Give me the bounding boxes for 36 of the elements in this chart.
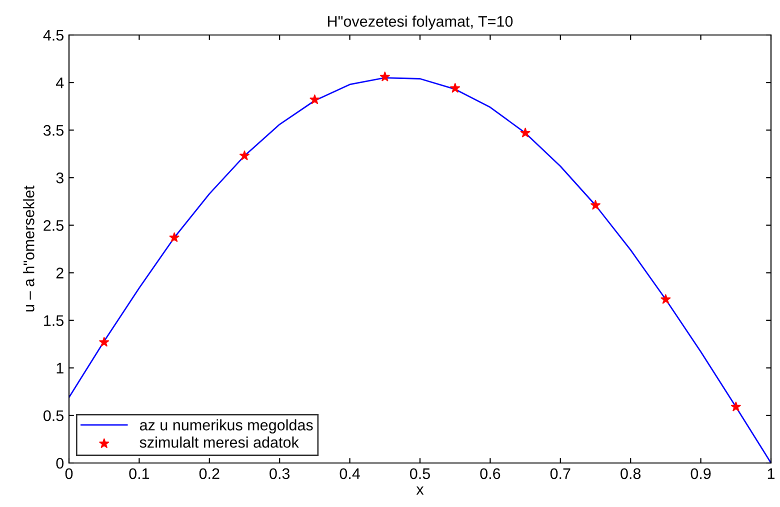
x-tick-label: 0.4 xyxy=(340,468,360,480)
x-tick-label: 0.3 xyxy=(270,468,290,480)
y-tick-label: 3.5 xyxy=(43,124,64,136)
x-tick-label: 0.8 xyxy=(620,468,641,480)
point xyxy=(450,83,460,93)
point xyxy=(240,150,250,160)
point xyxy=(310,94,320,104)
legend-label: az u numerikus megoldas xyxy=(140,419,313,434)
x-tick-label: 0.5 xyxy=(410,468,430,480)
y-tick-label: 4.5 xyxy=(43,30,64,41)
x-tick-label: 0.1 xyxy=(129,468,150,480)
x-tick-label: 0 xyxy=(65,468,73,480)
y-tick-label: 4 xyxy=(56,78,64,88)
point xyxy=(99,336,110,347)
y-tick-label: 0 xyxy=(56,458,64,469)
y-tick-label: 1.5 xyxy=(44,315,64,326)
chart-title: H"ovezetesi folyamat, T=10 xyxy=(328,16,513,30)
point xyxy=(730,402,741,412)
y-tick-label: 3 xyxy=(56,172,64,184)
x-tick-label: 0.2 xyxy=(199,468,220,480)
legend-label: szimulalt meresi adatok xyxy=(140,436,299,448)
point xyxy=(660,294,671,304)
y-tick-label: 0.5 xyxy=(44,410,64,422)
x-tick-label: 0.9 xyxy=(690,468,711,480)
y-tick-label: 1 xyxy=(56,362,64,374)
x-tick-label: 0.6 xyxy=(480,468,500,480)
point xyxy=(380,72,390,82)
y-axis-title: u – a h"omerseklet xyxy=(23,186,34,312)
x-axis-title: x xyxy=(416,486,424,495)
point xyxy=(169,232,180,242)
point xyxy=(590,200,600,210)
x-tick-label: 1 xyxy=(768,468,775,479)
x-tick-label: 0.7 xyxy=(550,468,570,480)
point xyxy=(520,128,530,138)
y-tick-label: 2.5 xyxy=(44,220,64,231)
y-tick-label: 2 xyxy=(56,268,64,278)
